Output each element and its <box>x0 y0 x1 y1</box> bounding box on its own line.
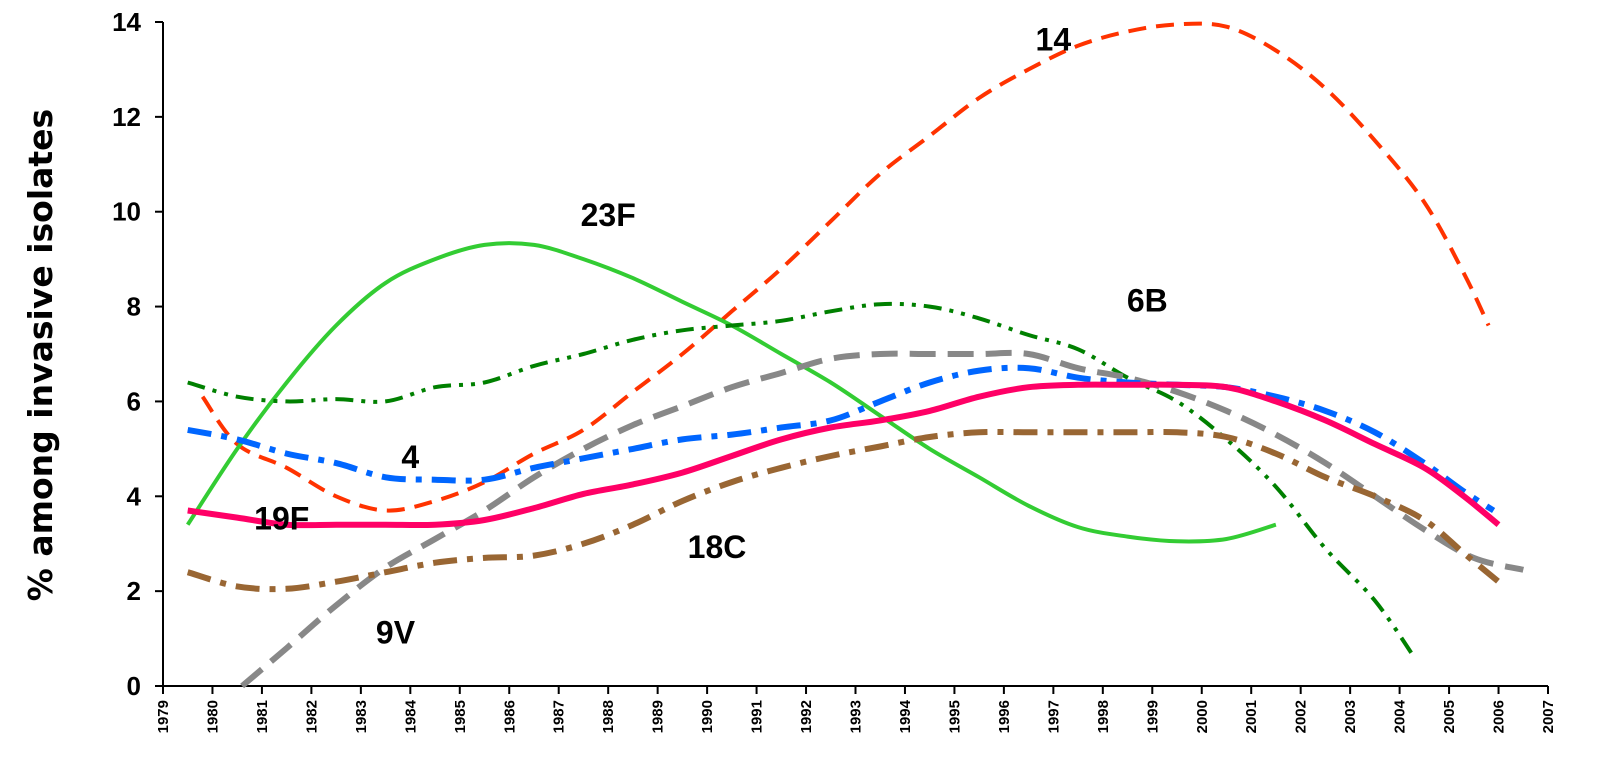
series-lines <box>186 21 1525 689</box>
y-tick-labels: 0 2 4 6 8 10 12 14 <box>112 7 141 701</box>
y-tick-label: 10 <box>112 197 141 227</box>
x-tick-label: 1979 <box>155 700 172 733</box>
series-line-9v <box>240 349 1525 689</box>
x-tick-label: 2002 <box>1293 700 1310 733</box>
series-line-23f <box>186 241 1277 544</box>
y-axis-title: % among invasive isolates <box>21 109 60 601</box>
x-tick-label: 2005 <box>1441 700 1458 733</box>
x-tick-label: 1986 <box>501 700 518 733</box>
x-tick-label: 2006 <box>1491 700 1508 733</box>
series-label-19f: 19F <box>254 500 309 536</box>
x-tick-label: 1984 <box>402 699 419 733</box>
series-line-19f <box>187 381 1501 529</box>
x-tick-label: 2000 <box>1194 700 1211 733</box>
series-label-14: 14 <box>1036 21 1072 57</box>
y-tick-label: 6 <box>127 386 141 416</box>
x-tick-label: 1998 <box>1095 700 1112 733</box>
x-tick-label: 1989 <box>650 700 667 733</box>
y-tick-label: 8 <box>127 292 141 322</box>
x-tick-label: 1982 <box>303 700 320 733</box>
x-tick-labels: 1979 1980 1981 1982 1983 1984 1985 1986 1987 1988… <box>155 699 1557 733</box>
x-tick-label: 1996 <box>996 700 1013 733</box>
series-line-6b <box>187 301 1417 659</box>
x-tick-label: 1985 <box>452 700 469 733</box>
series-line-18c <box>186 428 1501 593</box>
x-tick-label: 2003 <box>1342 700 1359 733</box>
series-label-23f: 23F <box>581 197 636 233</box>
x-tick-label: 1993 <box>848 700 865 733</box>
x-tick-label: 1995 <box>946 700 963 733</box>
series-line-14 <box>200 21 1491 513</box>
x-tick-label: 1997 <box>1045 700 1062 733</box>
y-tick-label: 4 <box>127 481 142 511</box>
series-label-9v: 9V <box>376 614 416 650</box>
x-tick-label: 2004 <box>1392 699 1409 733</box>
y-tick-label: 2 <box>127 576 141 606</box>
x-tick-label: 1987 <box>551 700 568 733</box>
x-tick-label: 1991 <box>749 700 766 733</box>
series-line-4 <box>187 364 1496 514</box>
y-tick-label: 14 <box>112 7 141 37</box>
x-tick-label: 2007 <box>1540 700 1557 733</box>
x-tick-label: 1980 <box>204 700 221 733</box>
y-tick-label: 0 <box>127 671 141 701</box>
series-label-6b: 6B <box>1127 282 1168 318</box>
axes <box>155 21 1549 694</box>
x-tick-label: 1994 <box>897 699 914 733</box>
series-label-4: 4 <box>401 439 419 475</box>
series-labels: 14 23F 6B 4 19F 18C 9V <box>254 21 1168 650</box>
x-tick-label: 1992 <box>798 700 815 733</box>
x-tick-label: 1999 <box>1144 700 1161 733</box>
series-label-18c: 18C <box>688 529 747 565</box>
x-tick-label: 1983 <box>353 700 370 733</box>
y-tick-label: 12 <box>112 102 141 132</box>
x-tick-label: 1981 <box>254 700 271 733</box>
x-tick-label: 1990 <box>699 700 716 733</box>
x-tick-label: 2001 <box>1243 700 1260 733</box>
x-tick-label: 1988 <box>600 700 617 733</box>
